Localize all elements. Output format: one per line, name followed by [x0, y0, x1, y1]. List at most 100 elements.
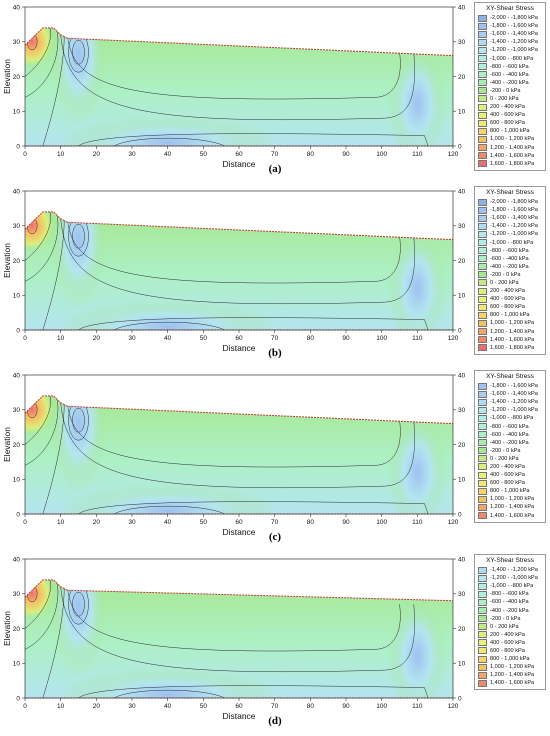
legend-swatch [478, 22, 487, 30]
legend-title: XY-Shear Stress [486, 5, 534, 12]
contour-line [60, 402, 415, 489]
legend-swatch [478, 87, 487, 95]
legend-item: 1,000 - 1,200 kPa [478, 135, 542, 143]
legend-swatch [478, 271, 487, 279]
legend-swatch [478, 574, 487, 582]
legend-swatch [478, 503, 487, 511]
legend-swatch [478, 463, 487, 471]
slope-domain [25, 395, 453, 514]
contour-line [25, 215, 59, 282]
legend-label: 200 - 400 kPa [490, 631, 525, 638]
legend-item: 1,400 - 1,600 kPa [478, 336, 542, 344]
legend-item: 1,200 - 1,400 kPa [478, 328, 542, 336]
legend-item: -600 - -400 kPa [478, 598, 542, 606]
y-tick-label-right: 30 [458, 591, 466, 598]
legend-label: 0 - 200 kPa [490, 455, 519, 462]
x-axis-title: Distance [222, 159, 255, 169]
x-tick-label: 50 [200, 151, 208, 158]
contour-line [42, 586, 65, 699]
legend-swatch [478, 127, 487, 135]
y-tick-label-right: 20 [458, 74, 466, 81]
y-tick-label: 20 [13, 74, 21, 81]
y-tick-label: 10 [13, 293, 21, 300]
legend-label: -1,200 - -1,000 kPa [490, 47, 538, 54]
legend-swatch [478, 495, 487, 503]
legend-label: -200 - 0 kPa [490, 271, 521, 278]
y-tick-label: 40 [13, 188, 21, 195]
panel-caption: (d) [268, 715, 282, 727]
legend-label: -800 - -600 kPa [490, 63, 529, 70]
legend-label: -1,400 - -1,200 kPa [490, 39, 538, 46]
contour-line [25, 211, 51, 261]
legend-swatch [478, 590, 487, 598]
x-tick-label: 40 [164, 151, 172, 158]
contour-line [72, 223, 85, 249]
positive-shear-zone [25, 211, 55, 252]
contour-line [78, 685, 429, 699]
y-tick-label: 30 [13, 223, 21, 230]
legend-swatch [478, 344, 487, 352]
x-tick-label: 40 [164, 703, 172, 710]
legend-item: -200 - 0 kPa [478, 87, 542, 95]
legend-swatch [478, 390, 487, 398]
legend-swatch [478, 63, 487, 71]
legend-swatch [478, 303, 487, 311]
legend-swatch [478, 598, 487, 606]
legend-item: -1,800 - -1,600 kPa [478, 22, 542, 30]
negative-shear-zone [50, 211, 107, 310]
legend-item: -400 - -200 kPa [478, 79, 542, 87]
legend-item: -200 - 0 kPa [478, 447, 542, 455]
legend-item: 800 - 1,000 kPa [478, 655, 542, 663]
legend-swatch [478, 79, 487, 87]
x-tick-label: 120 [448, 703, 459, 710]
legend-label: -1,400 - -1,200 kPa [490, 567, 538, 574]
x-tick-label: 80 [307, 151, 315, 158]
legend-label: -1,000 - -800 kPa [490, 415, 534, 422]
legend-swatch [478, 455, 487, 463]
positive-shear-zone [25, 395, 55, 436]
legend: XY-Shear Stress -1,800 - -1,600 kPa -1,600… [474, 370, 546, 523]
legend: XY-Shear Stress -2,000 - -1,800 kPa -1,800… [474, 186, 546, 355]
legend-swatch [478, 95, 487, 103]
legend-item: 0 - 200 kPa [478, 95, 542, 103]
legend-swatch [478, 111, 487, 119]
legend-swatch [478, 287, 487, 295]
panel-3: 0 10 20 30 40 50 60 70 80 90 100 110 120 0 0 10 10 20 20 30… [0, 552, 550, 736]
y-tick-label-right: 10 [458, 477, 466, 484]
legend-item: 600 - 800 kPa [478, 479, 542, 487]
legend-label: 1,200 - 1,400 kPa [490, 144, 535, 151]
y-tick-label-right: 10 [458, 661, 466, 668]
legend-swatch [478, 615, 487, 623]
y-tick-label: 10 [13, 109, 21, 116]
legend-label: 1,200 - 1,400 kPa [490, 504, 535, 511]
contour-line [60, 34, 415, 121]
legend: XY-Shear Stress -2,000 - -1,800 kPa -1,800… [474, 2, 546, 171]
contour-line [42, 402, 65, 515]
legend-label: -1,600 - -1,400 kPa [490, 391, 538, 398]
legend-label: 1,400 - 1,600 kPa [490, 512, 535, 519]
legend-item: -1,000 - -800 kPa [478, 238, 542, 247]
legend-item: -1,400 - -1,200 kPa [478, 566, 542, 574]
legend-label: -200 - 0 kPa [490, 447, 521, 454]
x-tick-label: 20 [93, 703, 101, 710]
legend-swatch [478, 639, 487, 647]
contour-line [42, 34, 65, 147]
legend-item: -1,200 - -1,000 kPa [478, 46, 542, 54]
x-tick-label: 10 [57, 335, 65, 342]
legend-swatch [478, 512, 487, 520]
legend-item: -600 - -400 kPa [478, 431, 542, 439]
legend-item: -400 - -200 kPa [478, 439, 542, 447]
legend-label: 600 - 800 kPa [490, 647, 525, 654]
y-tick-label: 20 [13, 258, 21, 265]
legend-item: 1,200 - 1,400 kPa [478, 671, 542, 679]
legend-label: -400 - -200 kPa [490, 439, 529, 446]
legend-swatch [478, 198, 487, 206]
legend-title: XY-Shear Stress [486, 189, 534, 196]
contour-line [72, 591, 85, 617]
legend-label: -1,600 - -1,400 kPa [490, 215, 538, 222]
y-tick-label-right: 20 [458, 626, 466, 633]
panel-1: 0 10 20 30 40 50 60 70 80 90 100 110 120 0 0 10 10 20 20 30… [0, 184, 550, 368]
panel-0: 0 10 20 30 40 50 60 70 80 90 100 110 120 0 0 10 10 20 20 30… [0, 0, 550, 184]
